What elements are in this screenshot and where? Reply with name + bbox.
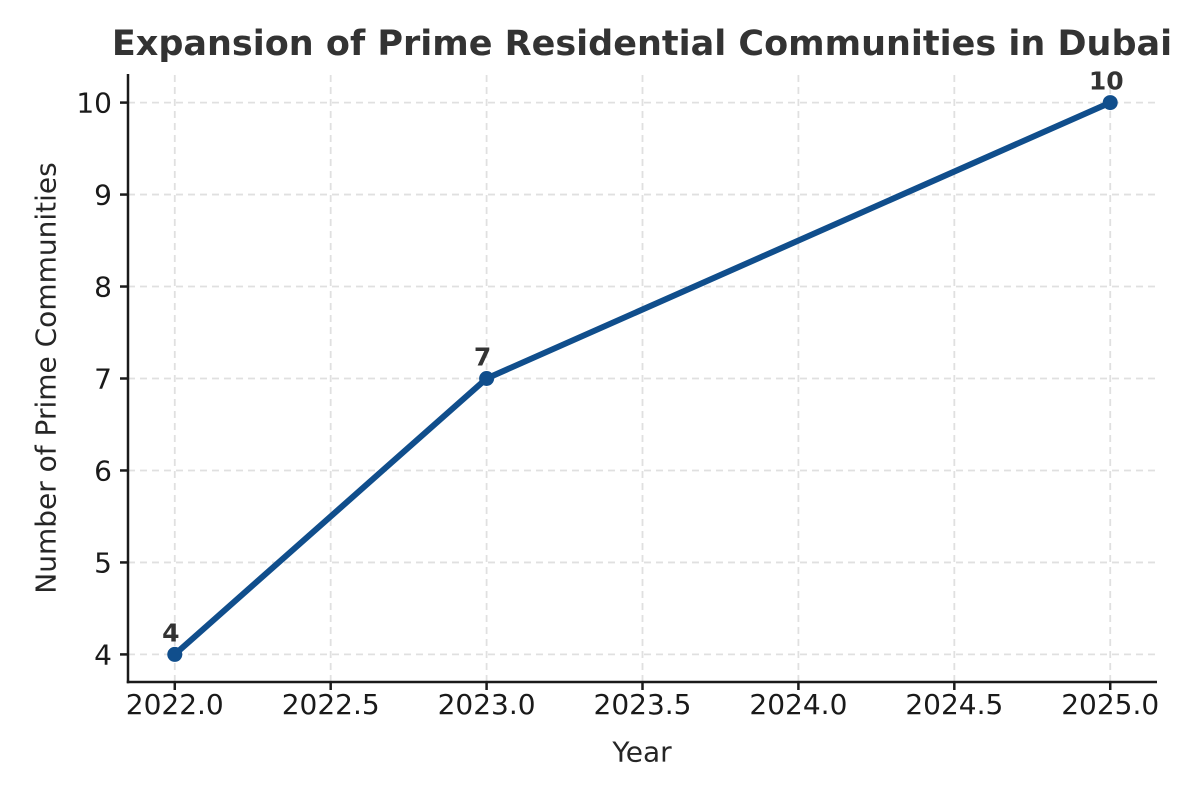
x-tick-label: 2023.5 bbox=[594, 688, 692, 721]
x-tick-label: 2024.0 bbox=[749, 688, 847, 721]
data-point-marker bbox=[167, 646, 183, 662]
x-tick-label: 2023.0 bbox=[438, 688, 536, 721]
x-tick-label: 2022.0 bbox=[126, 688, 224, 721]
data-point-marker bbox=[1102, 95, 1118, 111]
x-tick-label: 2024.5 bbox=[905, 688, 1003, 721]
y-tick-label: 8 bbox=[94, 271, 112, 304]
data-point-label: 10 bbox=[1089, 67, 1124, 96]
y-tick-label: 5 bbox=[94, 546, 112, 579]
chart-title: Expansion of Prime Residential Communiti… bbox=[111, 24, 1173, 64]
y-tick-label: 10 bbox=[76, 87, 112, 120]
y-tick-label: 7 bbox=[94, 363, 112, 396]
x-tick-label: 2022.5 bbox=[282, 688, 380, 721]
x-tick-label: 2025.0 bbox=[1061, 688, 1159, 721]
y-tick-label: 9 bbox=[94, 179, 112, 212]
data-point-marker bbox=[479, 371, 495, 386]
y-tick-label: 4 bbox=[94, 638, 112, 671]
x-axis-label: Year bbox=[612, 735, 672, 769]
y-tick-label: 6 bbox=[94, 454, 112, 487]
y-axis-label: Number of Prime Communities bbox=[29, 162, 63, 594]
data-point-label: 7 bbox=[474, 343, 491, 372]
data-point-label: 4 bbox=[162, 618, 179, 647]
